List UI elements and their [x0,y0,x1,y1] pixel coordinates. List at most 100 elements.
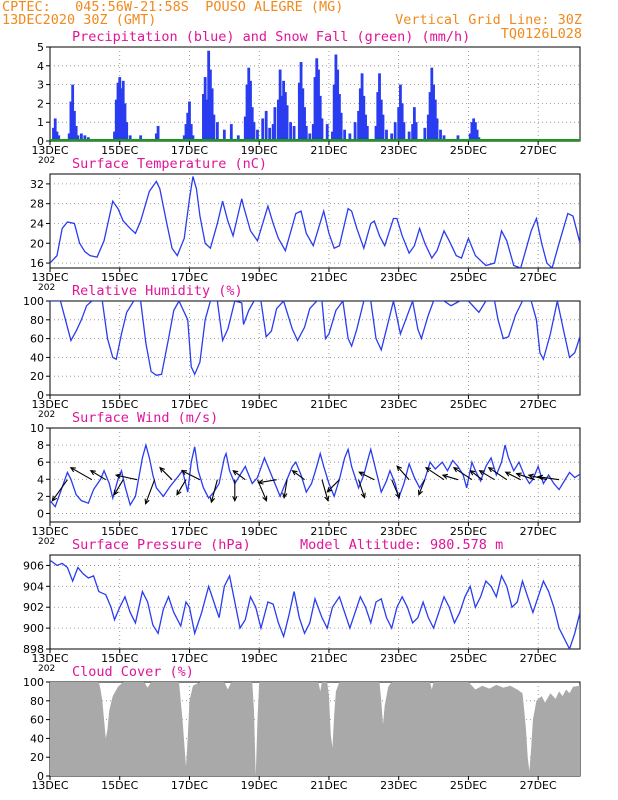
precip-bar [184,124,188,141]
header-run-date: 13DEC2020 30Z (GMT) [2,12,157,28]
temperature-xtick-label: 21DEC [310,271,347,284]
wind-vector [424,466,445,481]
precip-bar [399,84,402,141]
precip-bar [379,99,383,141]
wind-xtick-label: 13DEC [31,525,68,538]
precip-bar [250,107,254,141]
precip-bar [285,105,289,141]
precip-bar [397,107,401,141]
cloud-ytick-label: 20 [30,751,44,764]
wind-vector [89,470,107,481]
humidity-title: Relative Humidity (%) [72,283,243,299]
cloud-xtick-label: 19DEC [241,779,278,792]
precip-bar [229,124,233,141]
precip-bar [256,129,259,141]
precip-bar [208,69,212,141]
precip-bar [118,77,122,141]
precip-ytick-label: 0 [37,135,44,148]
humidity-ytick-label: 20 [30,370,44,383]
precip-bar [57,135,61,141]
precip-bar [381,114,385,141]
precip-bar [114,99,118,141]
precip-bar [252,122,256,141]
precip-bar [207,50,211,142]
wind-vector [159,466,173,481]
precip-bar [393,122,397,141]
wind-vector [232,469,246,481]
precip-bar [297,82,301,141]
wind-vector [478,470,495,481]
wind-vector [114,473,138,481]
cloud-ytick-label: 0 [37,770,44,783]
wind-vector [417,479,426,496]
temperature-xtick-label: 17DEC [171,271,208,284]
precip-bar [205,99,209,141]
precip-bar [69,101,73,141]
temperature-xtick-label: 19DEC [241,271,278,284]
cloud-xtick-label: 27DEC [520,779,557,792]
pressure-xtick-label: 23DEC [380,652,417,665]
precip-bar [212,114,216,141]
precip-xtick-label: 21DEC [310,144,347,157]
wind-vector [69,467,93,481]
precip-bar [71,84,75,141]
wind-xtick-label: 23DEC [380,525,417,538]
precip-bar [435,118,439,141]
wind-vector [282,479,288,499]
wind-vector [391,479,401,499]
humidity-xtick-label: 17DEC [171,398,208,411]
precip-bar [358,88,362,141]
pressure-model-altitude: Model Altitude: 980.578 m [300,537,504,553]
precip-bar [282,80,286,141]
wind-vector [291,469,305,481]
precip-bar [247,67,251,141]
humidity-ytick-label: 100 [23,295,44,308]
wind-ytick-label: 4 [37,473,44,486]
precip-bar [423,127,427,141]
precip-bar [202,94,205,141]
pressure-ytick-label: 906 [23,559,44,572]
wind-vector [487,466,508,481]
precip-bar [311,124,315,141]
precip-ytick-label: 1 [37,116,44,129]
wind-title: Surface Wind (m/s) [72,410,219,426]
humidity-year-stub: 202 [38,410,55,420]
precip-bar [470,122,474,141]
precip-bar [320,118,324,141]
precip-bar [271,124,275,141]
humidity-ytick-label: 60 [30,333,44,346]
precip-bar [313,77,317,141]
wind-vector [51,479,68,502]
precip-bar [292,125,296,141]
precip-bar [456,135,460,141]
humidity-xtick-label: 15DEC [101,398,138,411]
temperature-line [50,176,580,268]
precip-bar [278,69,282,141]
wind-panel: 0 2 4 6 8 10 13DEC 15DEC 17DEC 19DEC 21DEC 23DEC 25D… [30,422,581,547]
precip-bar [473,122,477,141]
cloud-xtick-label: 17DEC [171,779,208,792]
precip-bar [315,58,319,141]
pressure-title: Surface Pressure (hPa) [72,537,251,553]
wind-vector [504,471,521,481]
humidity-xtick-label: 13DEC [31,398,68,411]
precip-bar [472,118,476,141]
wind-line [50,442,580,508]
precip-bar [154,133,158,141]
cloud-xtick-label: 21DEC [310,779,347,792]
wind-vector [176,479,187,496]
precip-bar [243,116,247,141]
precip-bar [189,124,193,141]
wind-vector [209,479,218,504]
precip-bar [439,129,442,141]
pressure-xtick-label: 25DEC [450,652,487,665]
wind-vector [358,479,366,499]
header-line-1: CPTEC: 045:56W-21:58S POUSO ALEGRE (MG) [2,0,344,15]
precip-bar [332,84,336,141]
precip-bar [123,103,127,141]
precip-bar [74,125,78,141]
precip-bar [318,95,322,141]
cloud-cover-area [50,682,580,776]
humidity-panel: 0 20 40 60 80 100 13DEC 15DEC 17DEC 19DEC 21DEC 23D… [23,295,581,420]
humidity-ytick-label: 80 [30,314,44,327]
